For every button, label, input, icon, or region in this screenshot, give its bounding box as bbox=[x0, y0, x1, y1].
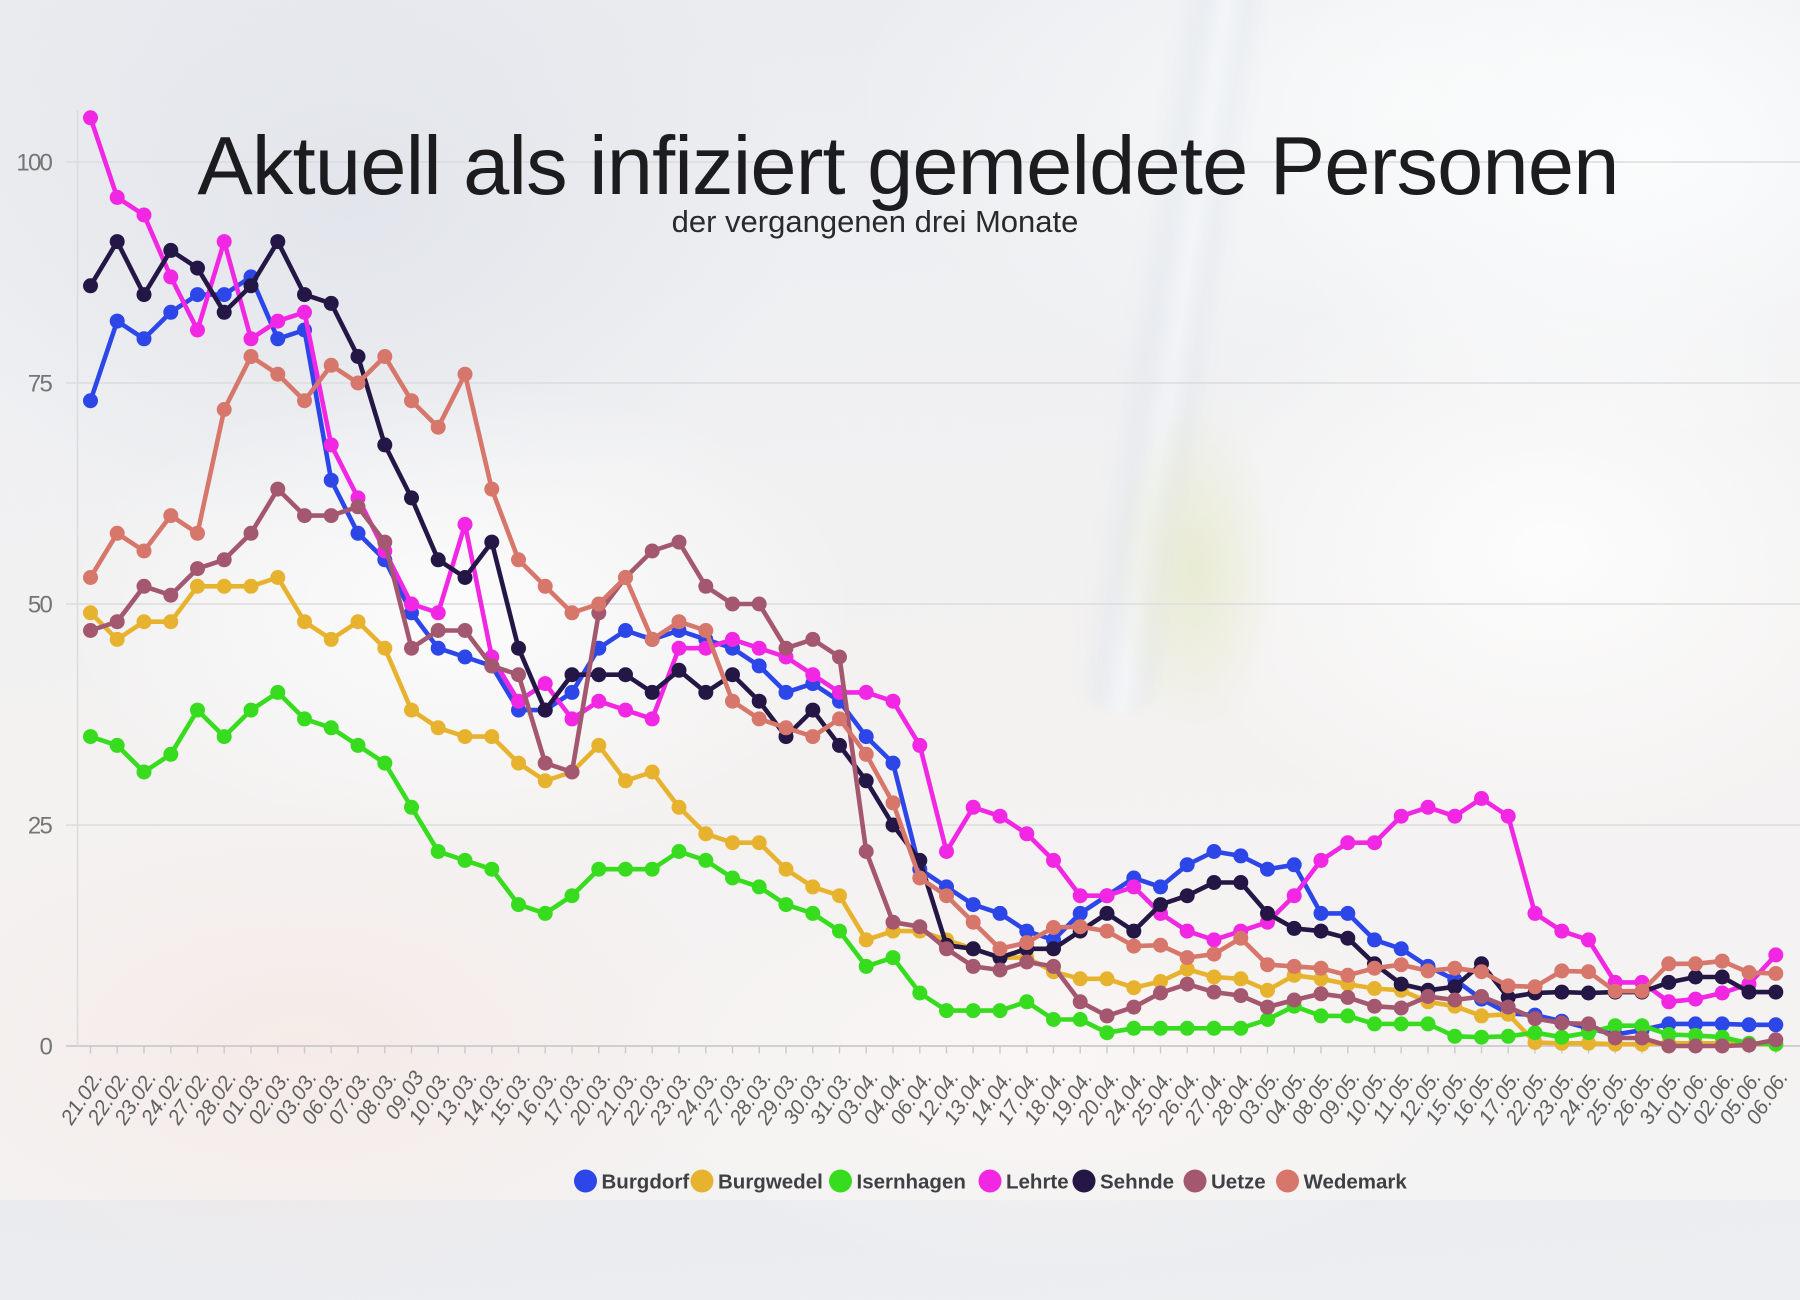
svg-text:25: 25 bbox=[28, 813, 53, 840]
svg-text:Uetze: Uetze bbox=[1211, 1171, 1266, 1194]
svg-text:75: 75 bbox=[28, 371, 53, 398]
svg-text:Sehnde: Sehnde bbox=[1100, 1171, 1174, 1194]
svg-text:Wedemark: Wedemark bbox=[1304, 1171, 1408, 1194]
svg-text:Isernhagen: Isernhagen bbox=[857, 1171, 966, 1194]
svg-text:0: 0 bbox=[40, 1034, 53, 1061]
svg-text:Burgdorf: Burgdorf bbox=[602, 1171, 690, 1194]
svg-text:100: 100 bbox=[16, 150, 52, 177]
svg-text:Lehrte: Lehrte bbox=[1006, 1171, 1069, 1194]
svg-text:50: 50 bbox=[28, 592, 53, 619]
svg-text:Burgwedel: Burgwedel bbox=[718, 1171, 823, 1194]
